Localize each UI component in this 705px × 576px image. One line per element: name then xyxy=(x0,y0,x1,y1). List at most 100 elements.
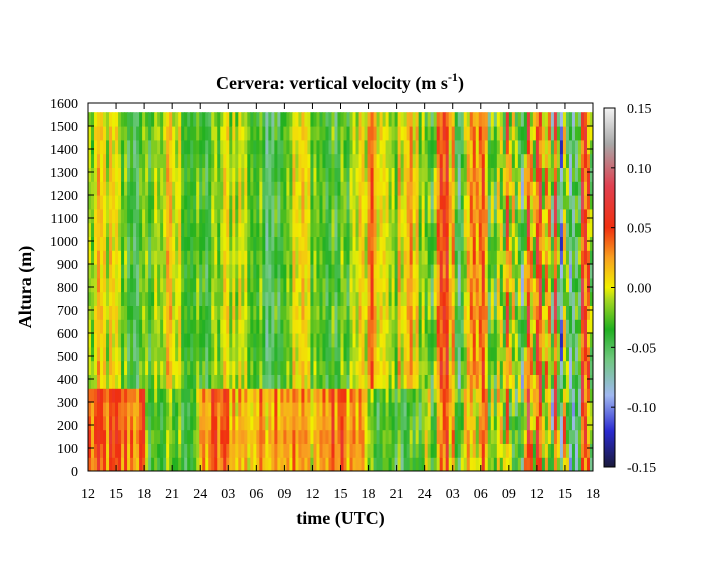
heatmap-cell xyxy=(430,291,435,306)
heatmap-cell xyxy=(334,139,339,155)
heatmap-cell xyxy=(175,277,179,293)
heatmap-cell xyxy=(463,112,468,127)
heatmap-cell xyxy=(511,236,516,251)
heatmap-cell xyxy=(193,457,197,471)
heatmap-cell xyxy=(451,346,456,362)
heatmap-cell xyxy=(466,457,471,471)
heatmap-cell xyxy=(553,236,558,251)
heatmap-cell xyxy=(151,388,155,403)
heatmap-cell xyxy=(178,360,182,375)
heatmap-cell xyxy=(289,457,294,471)
heatmap-cell xyxy=(517,415,522,431)
heatmap-cell xyxy=(88,360,92,375)
heatmap-cell xyxy=(436,305,441,320)
heatmap-cell xyxy=(121,388,125,403)
heatmap-cell xyxy=(355,264,360,279)
heatmap-cell xyxy=(421,208,426,224)
heatmap-cell xyxy=(328,291,333,306)
heatmap-cell xyxy=(556,208,561,224)
heatmap-cell xyxy=(193,429,197,444)
heatmap-cell xyxy=(418,346,423,362)
heatmap-cell xyxy=(418,305,423,320)
heatmap-cell xyxy=(424,181,429,196)
heatmap-cell xyxy=(544,126,549,141)
heatmap-cell xyxy=(91,236,95,251)
heatmap-cell xyxy=(271,236,275,251)
heatmap-cell xyxy=(415,208,420,224)
heatmap-cell xyxy=(424,415,429,431)
heatmap-cell xyxy=(142,264,146,279)
heatmap-cell xyxy=(373,443,378,458)
heatmap-cell xyxy=(436,457,441,471)
heatmap-cell xyxy=(367,415,372,431)
heatmap-cell xyxy=(577,333,582,348)
heatmap-cell xyxy=(100,112,104,127)
heatmap-cell xyxy=(298,429,303,444)
heatmap-cell xyxy=(502,388,507,403)
heatmap-cell xyxy=(358,319,363,334)
heatmap-cell xyxy=(163,139,167,155)
heatmap-cell xyxy=(223,402,227,417)
heatmap-cell xyxy=(121,333,125,348)
heatmap-cell xyxy=(226,277,230,293)
heatmap-cell xyxy=(460,264,465,279)
heatmap-cell xyxy=(580,346,585,362)
heatmap-cell xyxy=(214,388,218,403)
heatmap-cell xyxy=(112,264,116,279)
heatmap-cell xyxy=(370,167,375,182)
heatmap-cell xyxy=(445,291,450,306)
heatmap-cell xyxy=(139,305,143,320)
heatmap-cell xyxy=(454,319,459,334)
heatmap-cell xyxy=(112,443,116,458)
heatmap-cell xyxy=(541,222,546,237)
heatmap-cell xyxy=(502,346,507,362)
heatmap-cell xyxy=(238,222,242,237)
heatmap-cell xyxy=(547,167,552,182)
heatmap-cell xyxy=(313,126,318,141)
heatmap-cell xyxy=(247,126,251,141)
heatmap-cell xyxy=(94,250,98,265)
heatmap-cell xyxy=(370,333,375,348)
heatmap-cell xyxy=(247,443,251,458)
heatmap-cell xyxy=(109,153,113,168)
heatmap-cell xyxy=(502,208,507,224)
heatmap-cell xyxy=(577,222,582,237)
heatmap-cell xyxy=(226,139,230,155)
heatmap-cell xyxy=(220,402,224,417)
heatmap-cell xyxy=(499,291,504,306)
heatmap-cell xyxy=(349,264,354,279)
heatmap-cell xyxy=(586,181,591,196)
heatmap-cell xyxy=(355,236,360,251)
heatmap-cell xyxy=(547,443,552,458)
heatmap-cell xyxy=(541,374,546,389)
heatmap-cell xyxy=(535,291,540,306)
heatmap-cell xyxy=(178,415,182,431)
heatmap-cell xyxy=(475,388,480,403)
heatmap-cell xyxy=(556,333,561,348)
heatmap-cell xyxy=(190,374,194,389)
heatmap-cell xyxy=(466,112,471,127)
heatmap-cell xyxy=(127,264,131,279)
heatmap-cell xyxy=(490,139,495,155)
heatmap-cell xyxy=(409,112,414,127)
heatmap-cell xyxy=(406,250,411,265)
heatmap-cell xyxy=(397,319,402,334)
heatmap-cell xyxy=(580,126,585,141)
heatmap-cell xyxy=(535,388,540,403)
heatmap-cell xyxy=(415,167,420,182)
heatmap-cell xyxy=(334,346,339,362)
heatmap-cell xyxy=(523,346,528,362)
heatmap-cell xyxy=(586,415,591,431)
heatmap-cell xyxy=(202,250,206,265)
heatmap-cell xyxy=(181,208,185,224)
heatmap-cell xyxy=(310,277,315,293)
heatmap-cell xyxy=(175,402,179,417)
heatmap-cell xyxy=(514,112,519,127)
heatmap-cell xyxy=(343,126,348,141)
heatmap-cell xyxy=(151,415,155,431)
heatmap-cell xyxy=(370,139,375,155)
chart-title-exponent: -1 xyxy=(448,70,458,84)
heatmap-cell xyxy=(136,112,140,127)
heatmap-cell xyxy=(217,250,221,265)
heatmap-cell xyxy=(508,112,513,127)
